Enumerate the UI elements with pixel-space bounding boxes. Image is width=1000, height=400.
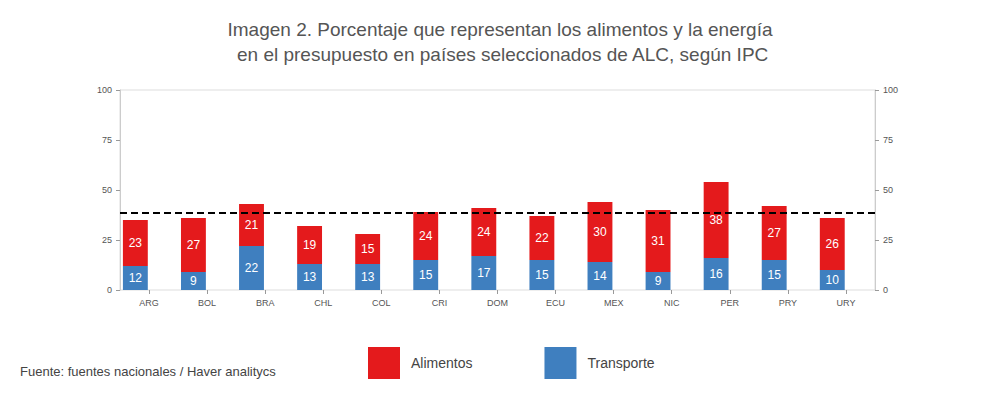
svg-text:15: 15 bbox=[419, 268, 433, 282]
svg-text:12: 12 bbox=[129, 271, 143, 285]
svg-text:75: 75 bbox=[883, 135, 893, 145]
svg-text:25: 25 bbox=[883, 235, 893, 245]
svg-text:50: 50 bbox=[883, 185, 893, 195]
svg-text:NIC: NIC bbox=[664, 298, 680, 308]
svg-text:14: 14 bbox=[593, 269, 607, 283]
svg-text:9: 9 bbox=[190, 274, 197, 288]
svg-text:BRA: BRA bbox=[256, 298, 275, 308]
svg-text:25: 25 bbox=[102, 235, 112, 245]
svg-text:24: 24 bbox=[419, 229, 433, 243]
svg-text:13: 13 bbox=[303, 270, 317, 284]
svg-text:38: 38 bbox=[709, 213, 723, 227]
svg-text:19: 19 bbox=[303, 238, 317, 252]
svg-text:21: 21 bbox=[245, 218, 259, 232]
svg-text:15: 15 bbox=[535, 268, 549, 282]
svg-text:17: 17 bbox=[477, 266, 491, 280]
svg-text:Fuente: fuentes nacionales / H: Fuente: fuentes nacionales / Haver anali… bbox=[20, 364, 276, 379]
svg-text:31: 31 bbox=[651, 234, 665, 248]
svg-text:15: 15 bbox=[768, 268, 782, 282]
svg-text:PRY: PRY bbox=[779, 298, 797, 308]
svg-text:10: 10 bbox=[826, 273, 840, 287]
svg-text:URY: URY bbox=[837, 298, 856, 308]
svg-text:100: 100 bbox=[883, 85, 898, 95]
svg-text:50: 50 bbox=[102, 185, 112, 195]
svg-text:16: 16 bbox=[709, 267, 723, 281]
svg-text:22: 22 bbox=[245, 261, 259, 275]
svg-text:CHL: CHL bbox=[314, 298, 332, 308]
svg-text:26: 26 bbox=[826, 237, 840, 251]
svg-text:CRI: CRI bbox=[432, 298, 448, 308]
svg-text:PER: PER bbox=[721, 298, 740, 308]
svg-text:0: 0 bbox=[883, 285, 888, 295]
svg-text:DOM: DOM bbox=[487, 298, 508, 308]
svg-text:0: 0 bbox=[107, 285, 112, 295]
svg-text:9: 9 bbox=[655, 274, 662, 288]
svg-text:Alimentos: Alimentos bbox=[411, 355, 472, 371]
svg-text:ECU: ECU bbox=[546, 298, 565, 308]
svg-text:24: 24 bbox=[477, 225, 491, 239]
svg-text:ARG: ARG bbox=[139, 298, 159, 308]
svg-text:13: 13 bbox=[361, 270, 375, 284]
svg-text:75: 75 bbox=[102, 135, 112, 145]
svg-text:23: 23 bbox=[129, 236, 143, 250]
svg-text:100: 100 bbox=[97, 85, 112, 95]
svg-text:Transporte: Transporte bbox=[587, 355, 654, 371]
svg-text:15: 15 bbox=[361, 242, 375, 256]
svg-text:27: 27 bbox=[187, 238, 201, 252]
svg-text:Imagen 2. Porcentaje que repre: Imagen 2. Porcentaje que representan los… bbox=[228, 19, 773, 40]
svg-text:MEX: MEX bbox=[604, 298, 624, 308]
svg-text:27: 27 bbox=[768, 226, 782, 240]
svg-text:BOL: BOL bbox=[198, 298, 216, 308]
svg-text:22: 22 bbox=[535, 231, 549, 245]
svg-text:COL: COL bbox=[372, 298, 391, 308]
svg-text:en el presupuesto en países se: en el presupuesto en países seleccionado… bbox=[232, 44, 769, 65]
svg-text:30: 30 bbox=[593, 225, 607, 239]
